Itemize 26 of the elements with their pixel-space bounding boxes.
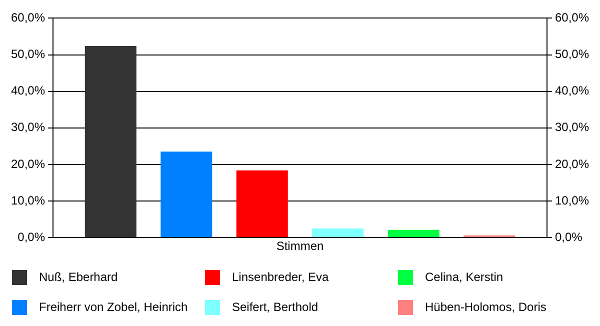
y-tick-label: 30,0% xyxy=(10,120,46,134)
legend-label: Seifert, Berthold xyxy=(232,300,318,314)
text: 60,0% xyxy=(554,10,590,25)
legend-label: Hüben-Holomos, Doris xyxy=(425,300,546,314)
y-tick-label: 20,0% xyxy=(10,156,46,171)
bar xyxy=(160,152,212,238)
legend-label: Freiherr von Zobel, Heinrich xyxy=(39,300,188,314)
bar xyxy=(312,228,364,238)
y-tick-label: 50,0% xyxy=(10,47,46,62)
x-tick-label: Stimmen xyxy=(276,239,324,254)
legend-label: Nuß, Eberhard xyxy=(39,270,118,284)
y-tick-label: 10,0% xyxy=(10,193,46,208)
bar xyxy=(236,170,288,238)
text: 0,0% xyxy=(554,230,582,244)
bar xyxy=(84,46,136,238)
y-tick-label: 60,0% xyxy=(10,10,46,25)
legend-label: Linsenbreder, Eva xyxy=(232,270,329,284)
text: 20,0% xyxy=(554,156,590,171)
text: 50,0% xyxy=(554,47,590,62)
text: 30,0% xyxy=(554,120,590,134)
legend-label: Celina, Kerstin xyxy=(425,270,504,284)
text: 40,0% xyxy=(554,84,590,98)
bar xyxy=(388,230,440,238)
y-tick-label: 0,0% xyxy=(18,230,46,244)
y-tick-label: 40,0% xyxy=(10,84,46,98)
text: 10,0% xyxy=(554,193,590,208)
